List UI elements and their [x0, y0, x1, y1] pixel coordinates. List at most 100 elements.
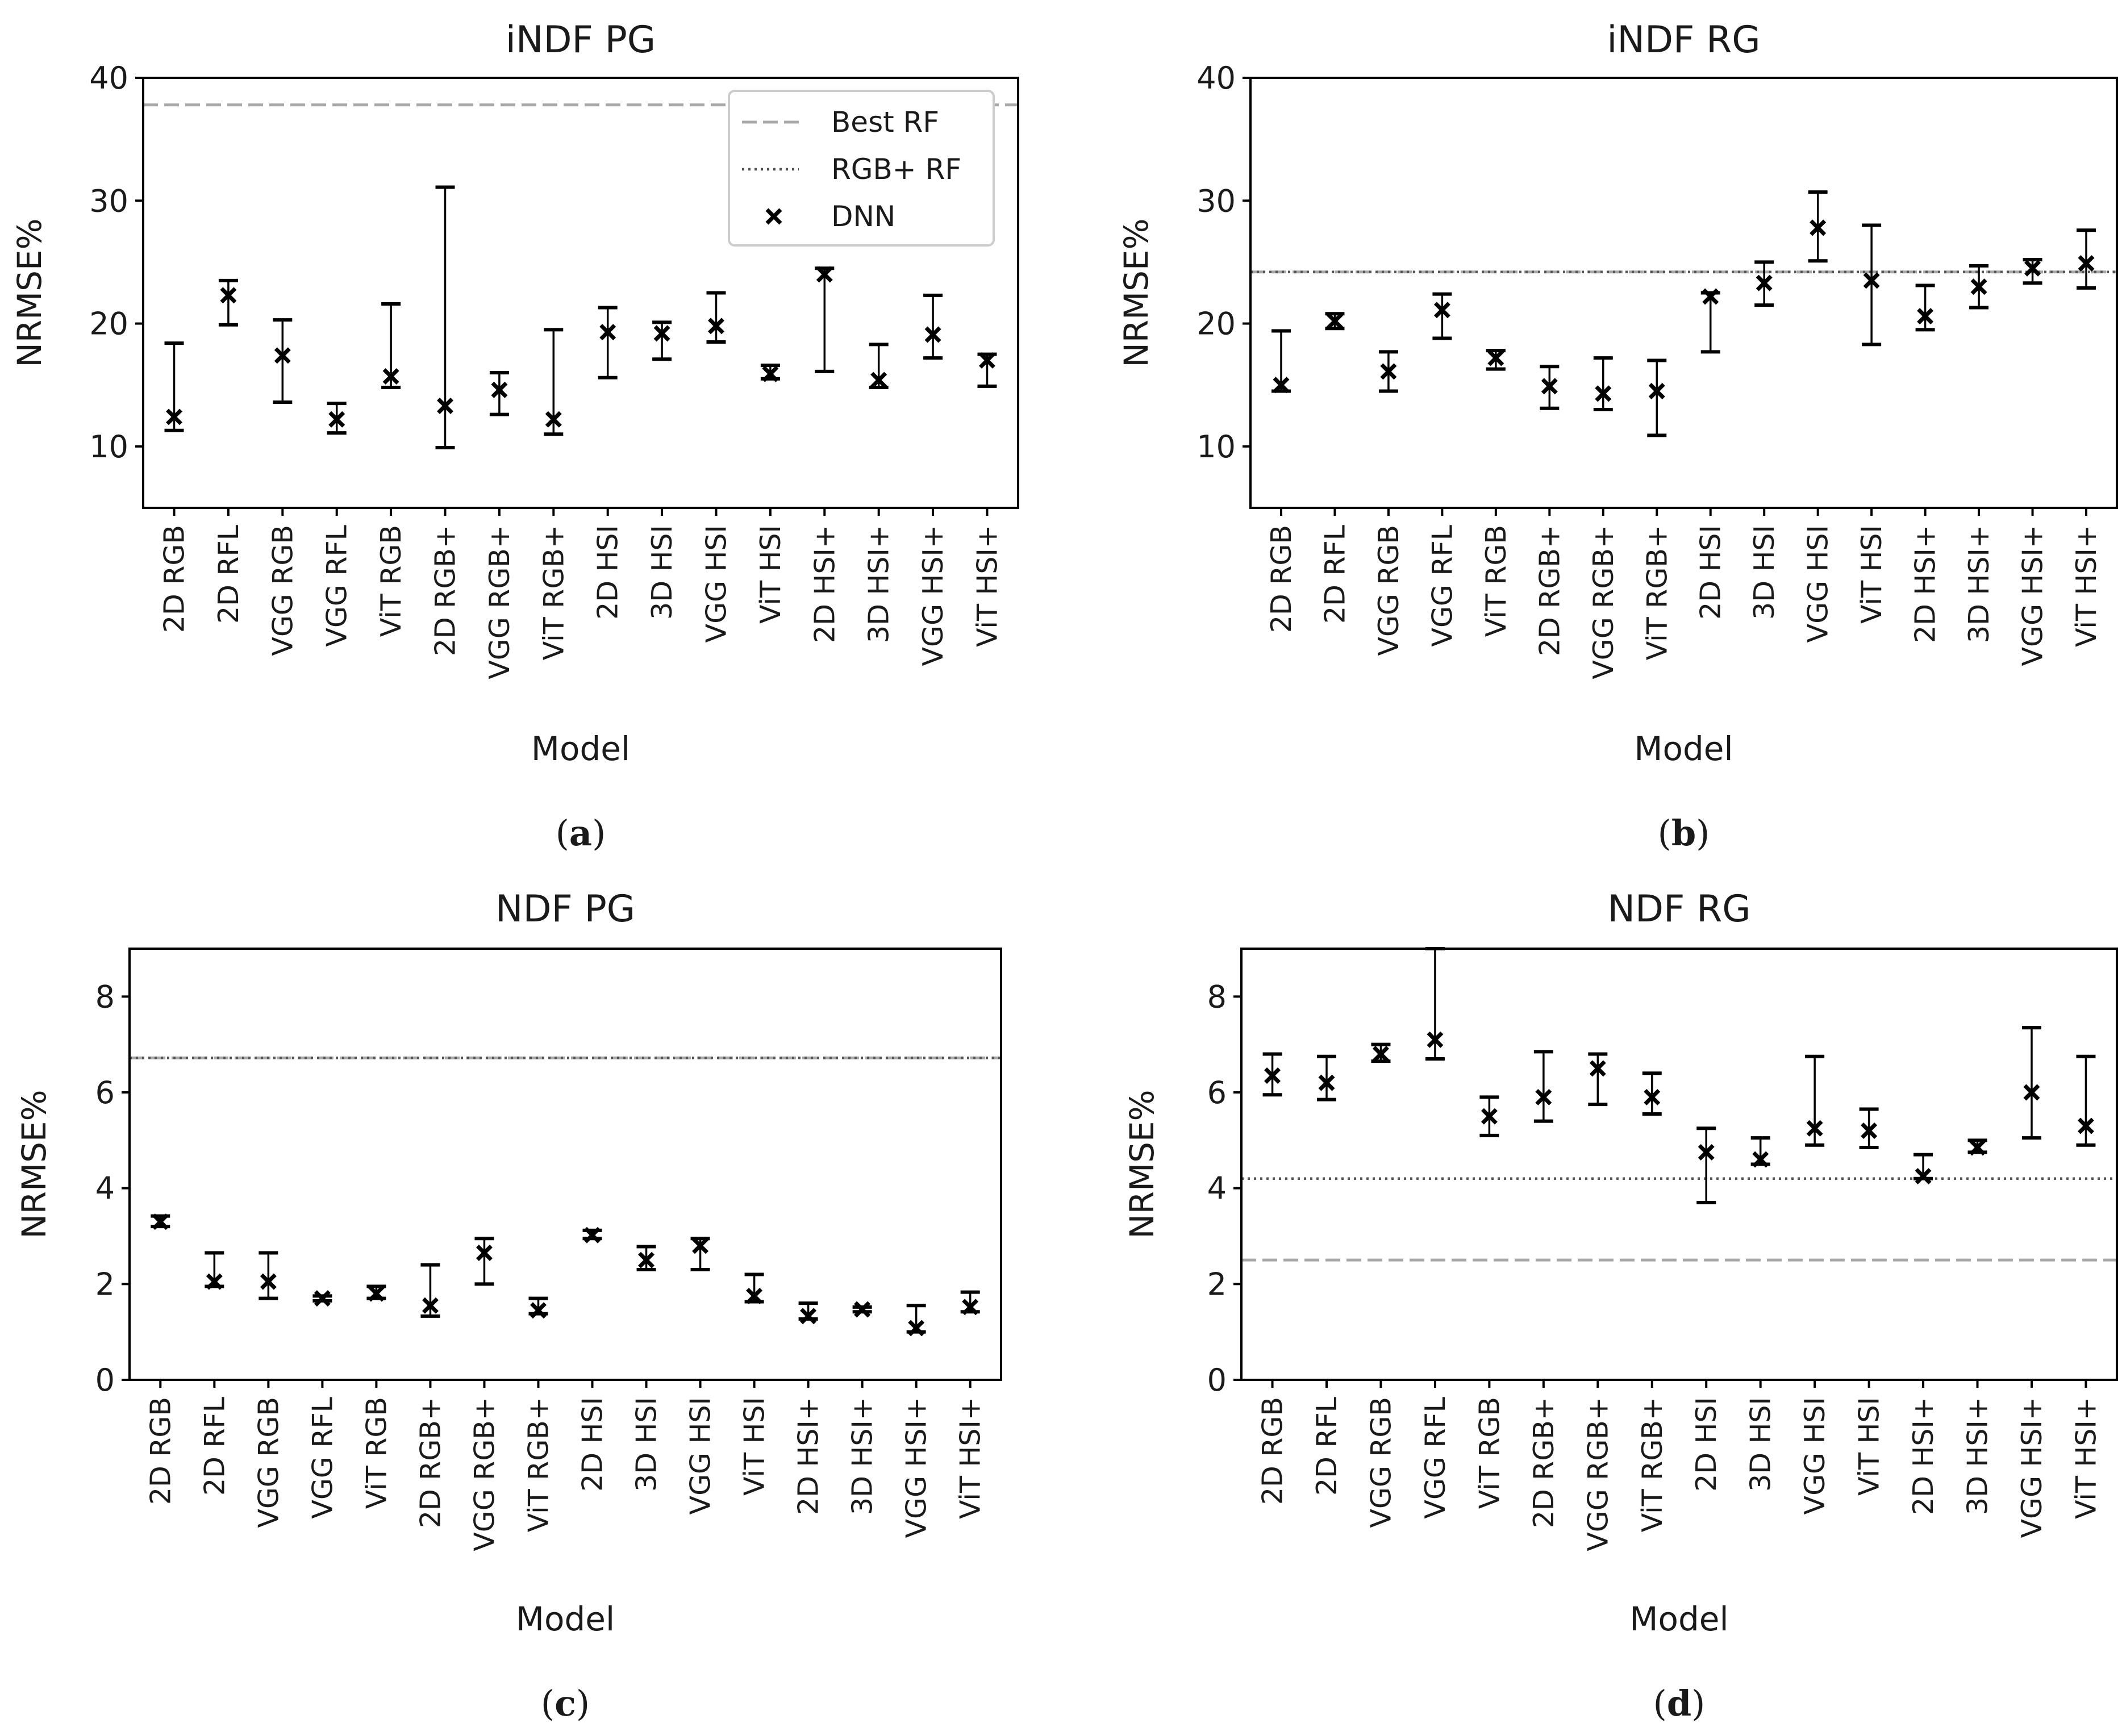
dnn-marker-10 [638, 1251, 655, 1268]
plot-frame [1240, 948, 2118, 1381]
x-tick-label: 2D HSI+ [793, 1397, 825, 1515]
dnn-marker-11 [708, 318, 724, 335]
x-tick-label: 3D HSI+ [847, 1397, 879, 1515]
x-tick-label: 3D HSI [1748, 525, 1781, 620]
dnn-marker-14 [1970, 278, 1987, 295]
x-tick-label: 2D HSI+ [808, 525, 841, 643]
x-tick-label: 2D HSI+ [1907, 1397, 1940, 1515]
x-tick-label: 3D HSI [646, 525, 678, 620]
x-tick-label: ViT RGB [1480, 525, 1512, 637]
x-tick-label: VGG RGB+ [468, 1397, 501, 1551]
dnn-marker-12 [762, 365, 779, 382]
dnn-marker-14 [1969, 1139, 1986, 1156]
x-tick-label: 2D RGB [159, 525, 191, 633]
chart-panel-2: iNDF RG 10 20 30 40 2D RGB 2D RFL VGG RGB VGG RF… [1117, 19, 2118, 854]
x-tick-label: ViT RGB [1473, 1397, 1506, 1509]
x-tick-label: 3D HSI+ [863, 525, 895, 643]
dnn-marker-6 [1535, 1088, 1552, 1105]
x-tick-label: ViT HSI [739, 1397, 771, 1496]
x-tick-label: 2D RFL [1319, 524, 1351, 624]
dnn-marker-11 [692, 1237, 709, 1254]
dnn-marker-9 [599, 324, 616, 341]
x-tick-label: ViT RGB [360, 1397, 393, 1509]
x-tick-label: ViT RGB+ [537, 525, 570, 660]
y-tick-label: 6 [1207, 1075, 1227, 1111]
chart-panel-1: iNDF PG 10 20 30 40 2D RGB 2D RFL VGG RGB VGG RF… [10, 19, 1019, 854]
x-tick-label: VGG RFL [321, 524, 353, 646]
dnn-marker-3 [1380, 363, 1397, 380]
x-tick-label: 3D HSI+ [1963, 525, 1995, 643]
y-axis-label: NRMSE% [1123, 1090, 1161, 1238]
legend-rgb-rf-label: RGB+ RF [831, 153, 961, 186]
dnn-marker-2 [206, 1273, 223, 1290]
x-tick-label: 2D RGB+ [414, 1397, 447, 1528]
dnn-marker-1 [166, 408, 182, 425]
y-tick-label: 6 [95, 1075, 115, 1111]
dnn-marker-2 [1318, 1074, 1335, 1091]
x-tick-label: 2D RGB+ [1533, 525, 1566, 656]
dnn-marker-16 [979, 352, 995, 369]
dnn-marker-9 [584, 1226, 601, 1243]
dnn-marker-13 [816, 266, 833, 283]
dnn-marker-1 [152, 1213, 169, 1230]
dnn-marker-16 [2078, 255, 2095, 272]
x-tick-label: 2D RGB [1265, 525, 1298, 633]
chart-title: iNDF RG [1607, 19, 1760, 61]
panel-caption: (c) [541, 1683, 590, 1724]
dnn-marker-2 [220, 287, 237, 304]
x-tick-label: 2D HSI [1690, 1397, 1723, 1492]
dnn-marker-3 [1372, 1046, 1389, 1063]
y-tick-label: 20 [89, 306, 128, 342]
x-tick-label: 2D RFL [198, 1396, 231, 1496]
plot-frame [142, 77, 1019, 509]
x-tick-label: 2D HSI [577, 1397, 609, 1492]
y-axis-label: NRMSE% [15, 1090, 53, 1238]
legend-best-rf-label: Best RF [831, 106, 939, 139]
x-tick-label: 2D RGB [1257, 1397, 1289, 1505]
y-tick-label: 0 [95, 1362, 115, 1398]
x-tick-label: 2D RFL [212, 524, 245, 624]
panel-caption-letter: b [1671, 812, 1696, 854]
x-tick-label: ViT HSI [1853, 1397, 1886, 1496]
x-tick-label: 2D RGB+ [430, 525, 462, 656]
dnn-marker-16 [962, 1299, 979, 1316]
dnn-marker-4 [328, 411, 345, 428]
x-axis-label: Model [1629, 1600, 1728, 1638]
x-axis-label: Model [516, 1600, 615, 1638]
y-tick-label: 20 [1197, 306, 1236, 342]
x-tick-label: ViT HSI [1856, 525, 1888, 624]
panel-caption: (a) [556, 812, 606, 854]
y-tick-label: 40 [89, 60, 128, 96]
x-tick-label: VGG HSI+ [901, 1397, 933, 1538]
plot-frame [128, 948, 1002, 1381]
y-tick-label: 10 [89, 429, 128, 465]
chart-title: iNDF PG [506, 19, 656, 61]
x-tick-label: VGG RGB+ [1587, 525, 1620, 679]
dnn-marker-9 [1698, 1144, 1715, 1161]
x-tick-label: VGG RGB+ [1582, 1397, 1614, 1551]
x-tick-label: VGG RFL [306, 1396, 339, 1518]
chart-title: NDF PG [495, 888, 635, 930]
dnn-marker-9 [1702, 288, 1719, 305]
dnn-marker-12 [1861, 1122, 1878, 1139]
y-tick-label: 4 [1207, 1171, 1227, 1207]
dnn-marker-7 [491, 381, 508, 398]
dnn-marker-1 [1273, 377, 1290, 394]
legend-dnn-marker [765, 208, 782, 225]
y-tick-label: 2 [1207, 1266, 1227, 1302]
chart-panel-4: NDF RG 0 2 4 6 8 2D RGB 2D RFL VGG RGB VGG RFL ViT… [1123, 888, 2118, 1724]
dnn-marker-7 [476, 1245, 493, 1261]
x-tick-label: VGG HSI [1802, 525, 1835, 642]
x-tick-label: ViT HSI+ [2070, 1397, 2102, 1519]
dnn-marker-3 [274, 347, 291, 364]
x-tick-label: ViT HSI [754, 525, 787, 624]
dnn-marker-14 [854, 1301, 871, 1318]
chart-title: NDF RG [1607, 888, 1750, 930]
panel-caption: (b) [1658, 812, 1710, 854]
dnn-marker-3 [260, 1273, 277, 1290]
dnn-marker-6 [422, 1297, 439, 1314]
x-tick-label: ViT RGB [375, 525, 407, 637]
x-tick-label: 2D RGB [144, 1397, 177, 1505]
dnn-marker-13 [1917, 308, 1934, 325]
dnn-marker-5 [382, 368, 399, 385]
